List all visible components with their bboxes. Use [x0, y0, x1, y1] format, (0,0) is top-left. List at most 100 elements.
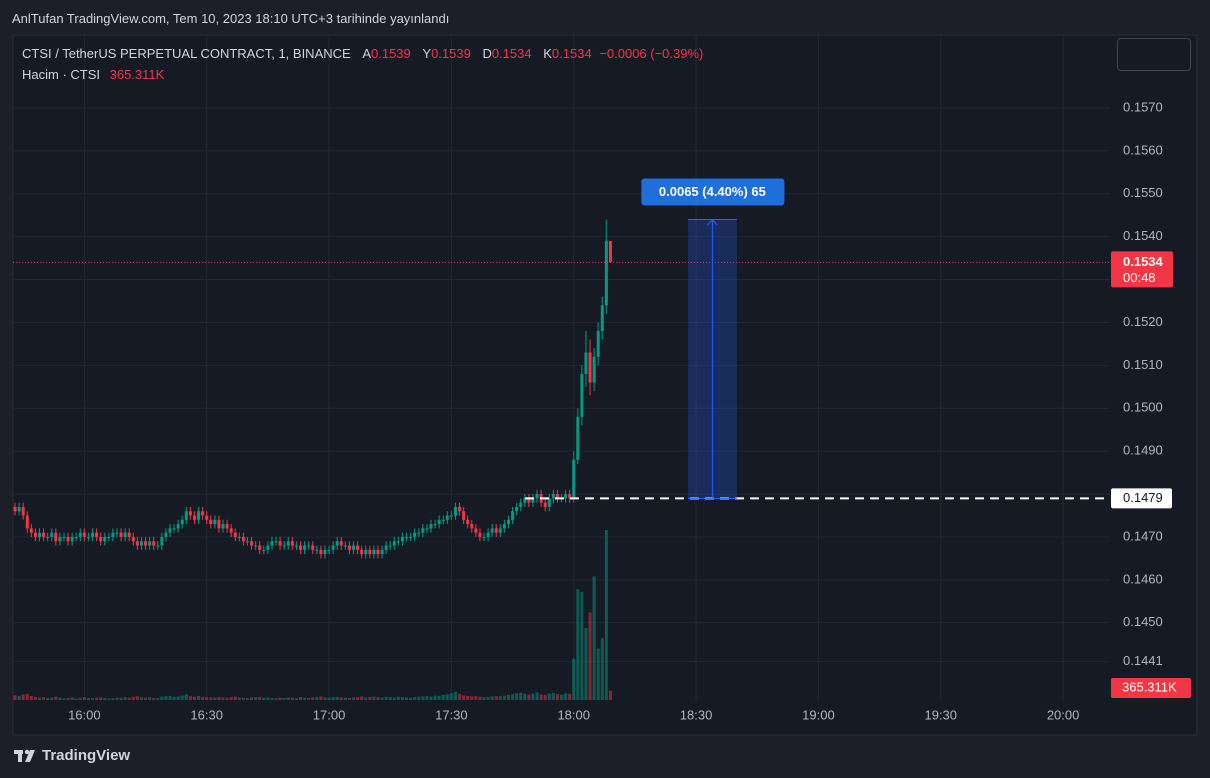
- volume-bar: [103, 697, 107, 700]
- candle-body: [478, 532, 482, 537]
- volume-value: 365.311K: [109, 67, 165, 82]
- candle-body: [555, 494, 559, 499]
- volume-bar: [229, 697, 233, 700]
- volume-bar: [502, 695, 506, 700]
- legend-line: CTSI / TetherUS PERPETUAL CONTRACT, 1, B…: [22, 46, 703, 61]
- candle-body: [596, 331, 600, 357]
- volume-bar: [486, 696, 490, 700]
- candle-body: [205, 515, 209, 520]
- candle-body: [413, 532, 417, 537]
- volume-bar: [148, 697, 152, 700]
- y-tick-label: 0.1520: [1123, 314, 1163, 329]
- volume-bar: [364, 697, 368, 700]
- candle-body: [262, 549, 266, 551]
- candle-body: [245, 541, 249, 543]
- countdown-label: 00:48: [1123, 270, 1156, 285]
- candle-body: [392, 541, 396, 546]
- volume-bar: [335, 696, 339, 700]
- volume-bar: [131, 696, 135, 700]
- candle-body: [123, 532, 127, 537]
- measure-label: 0.0065 (4.40%) 65: [659, 184, 766, 199]
- volume-bar: [466, 695, 470, 700]
- volume-bar: [380, 697, 384, 700]
- volume-bar: [539, 694, 543, 700]
- volume-bar: [445, 694, 449, 700]
- volume-bar: [241, 697, 245, 700]
- candle-body: [564, 494, 568, 499]
- candle-body: [107, 536, 111, 538]
- ohlc-value: 0.1539: [371, 46, 411, 61]
- x-tick-label: 18:30: [680, 707, 713, 722]
- volume-bar: [29, 695, 33, 700]
- volume-bar: [437, 695, 441, 700]
- volume-bar: [266, 697, 270, 700]
- volume-bar: [262, 697, 266, 700]
- candle-body: [568, 494, 572, 499]
- candle-body: [303, 545, 307, 550]
- volume-bar: [580, 591, 584, 700]
- volume-bar: [184, 694, 188, 700]
- volume-bar: [168, 695, 172, 700]
- volume-bar: [82, 697, 86, 700]
- volume-bar: [274, 698, 278, 700]
- volume-bar: [511, 694, 515, 700]
- candle-body: [164, 532, 168, 537]
- candle-body: [299, 545, 303, 550]
- candle-body: [588, 352, 592, 383]
- candle-body: [360, 549, 364, 555]
- candle-body: [376, 549, 380, 555]
- volume-bar: [356, 697, 360, 700]
- candle-body: [176, 524, 180, 529]
- candle-body: [250, 541, 254, 546]
- volume-bar: [91, 698, 95, 700]
- candle-body: [364, 549, 368, 555]
- candle-body: [319, 549, 323, 555]
- volume-bar: [319, 696, 323, 700]
- ohlc-value: 0.1534: [551, 46, 592, 61]
- volume-bar: [592, 576, 596, 700]
- candle-body: [372, 549, 376, 555]
- candle-body: [197, 511, 201, 520]
- candle-body: [380, 549, 384, 555]
- candle-body: [531, 498, 535, 503]
- candle-body: [453, 506, 457, 516]
- volume-bar: [360, 696, 364, 700]
- volume-bar: [46, 697, 50, 700]
- volume-bar: [490, 696, 494, 700]
- candle-body: [95, 532, 99, 537]
- volume-bar: [135, 696, 139, 700]
- candle-body: [180, 519, 184, 525]
- volume-bar: [388, 697, 392, 700]
- symbol: CTSI / TetherUS PERPETUAL CONTRACT, 1, B…: [22, 46, 351, 61]
- candle-body: [441, 519, 445, 521]
- candle-body: [25, 515, 29, 529]
- candle-body: [498, 528, 502, 533]
- candle-body: [148, 541, 152, 546]
- candle-body: [66, 536, 70, 542]
- volume-bar: [164, 696, 168, 700]
- candle-body: [409, 536, 413, 538]
- last-price-label: 0.1534: [1123, 254, 1164, 269]
- volume-bar: [127, 697, 131, 700]
- volume-bar: [144, 697, 148, 700]
- volume-bar: [270, 697, 274, 700]
- candle-body: [184, 511, 188, 520]
- candle-body: [343, 545, 347, 547]
- volume-bar: [311, 697, 315, 700]
- candle-body: [139, 541, 143, 546]
- volume-bar: [225, 697, 229, 700]
- candle-body: [511, 511, 515, 520]
- volume-bar: [433, 695, 437, 700]
- y-tick-label: 0.1570: [1123, 99, 1163, 114]
- volume-bar: [58, 697, 62, 700]
- settings-box[interactable]: [1117, 38, 1191, 71]
- volume-bar: [429, 696, 433, 700]
- volume-bar: [478, 696, 482, 700]
- volume-bar: [315, 696, 319, 700]
- volume-bar: [405, 697, 409, 700]
- candle-body: [331, 545, 335, 550]
- volume-bar: [421, 696, 425, 700]
- volume-bar: [237, 697, 241, 700]
